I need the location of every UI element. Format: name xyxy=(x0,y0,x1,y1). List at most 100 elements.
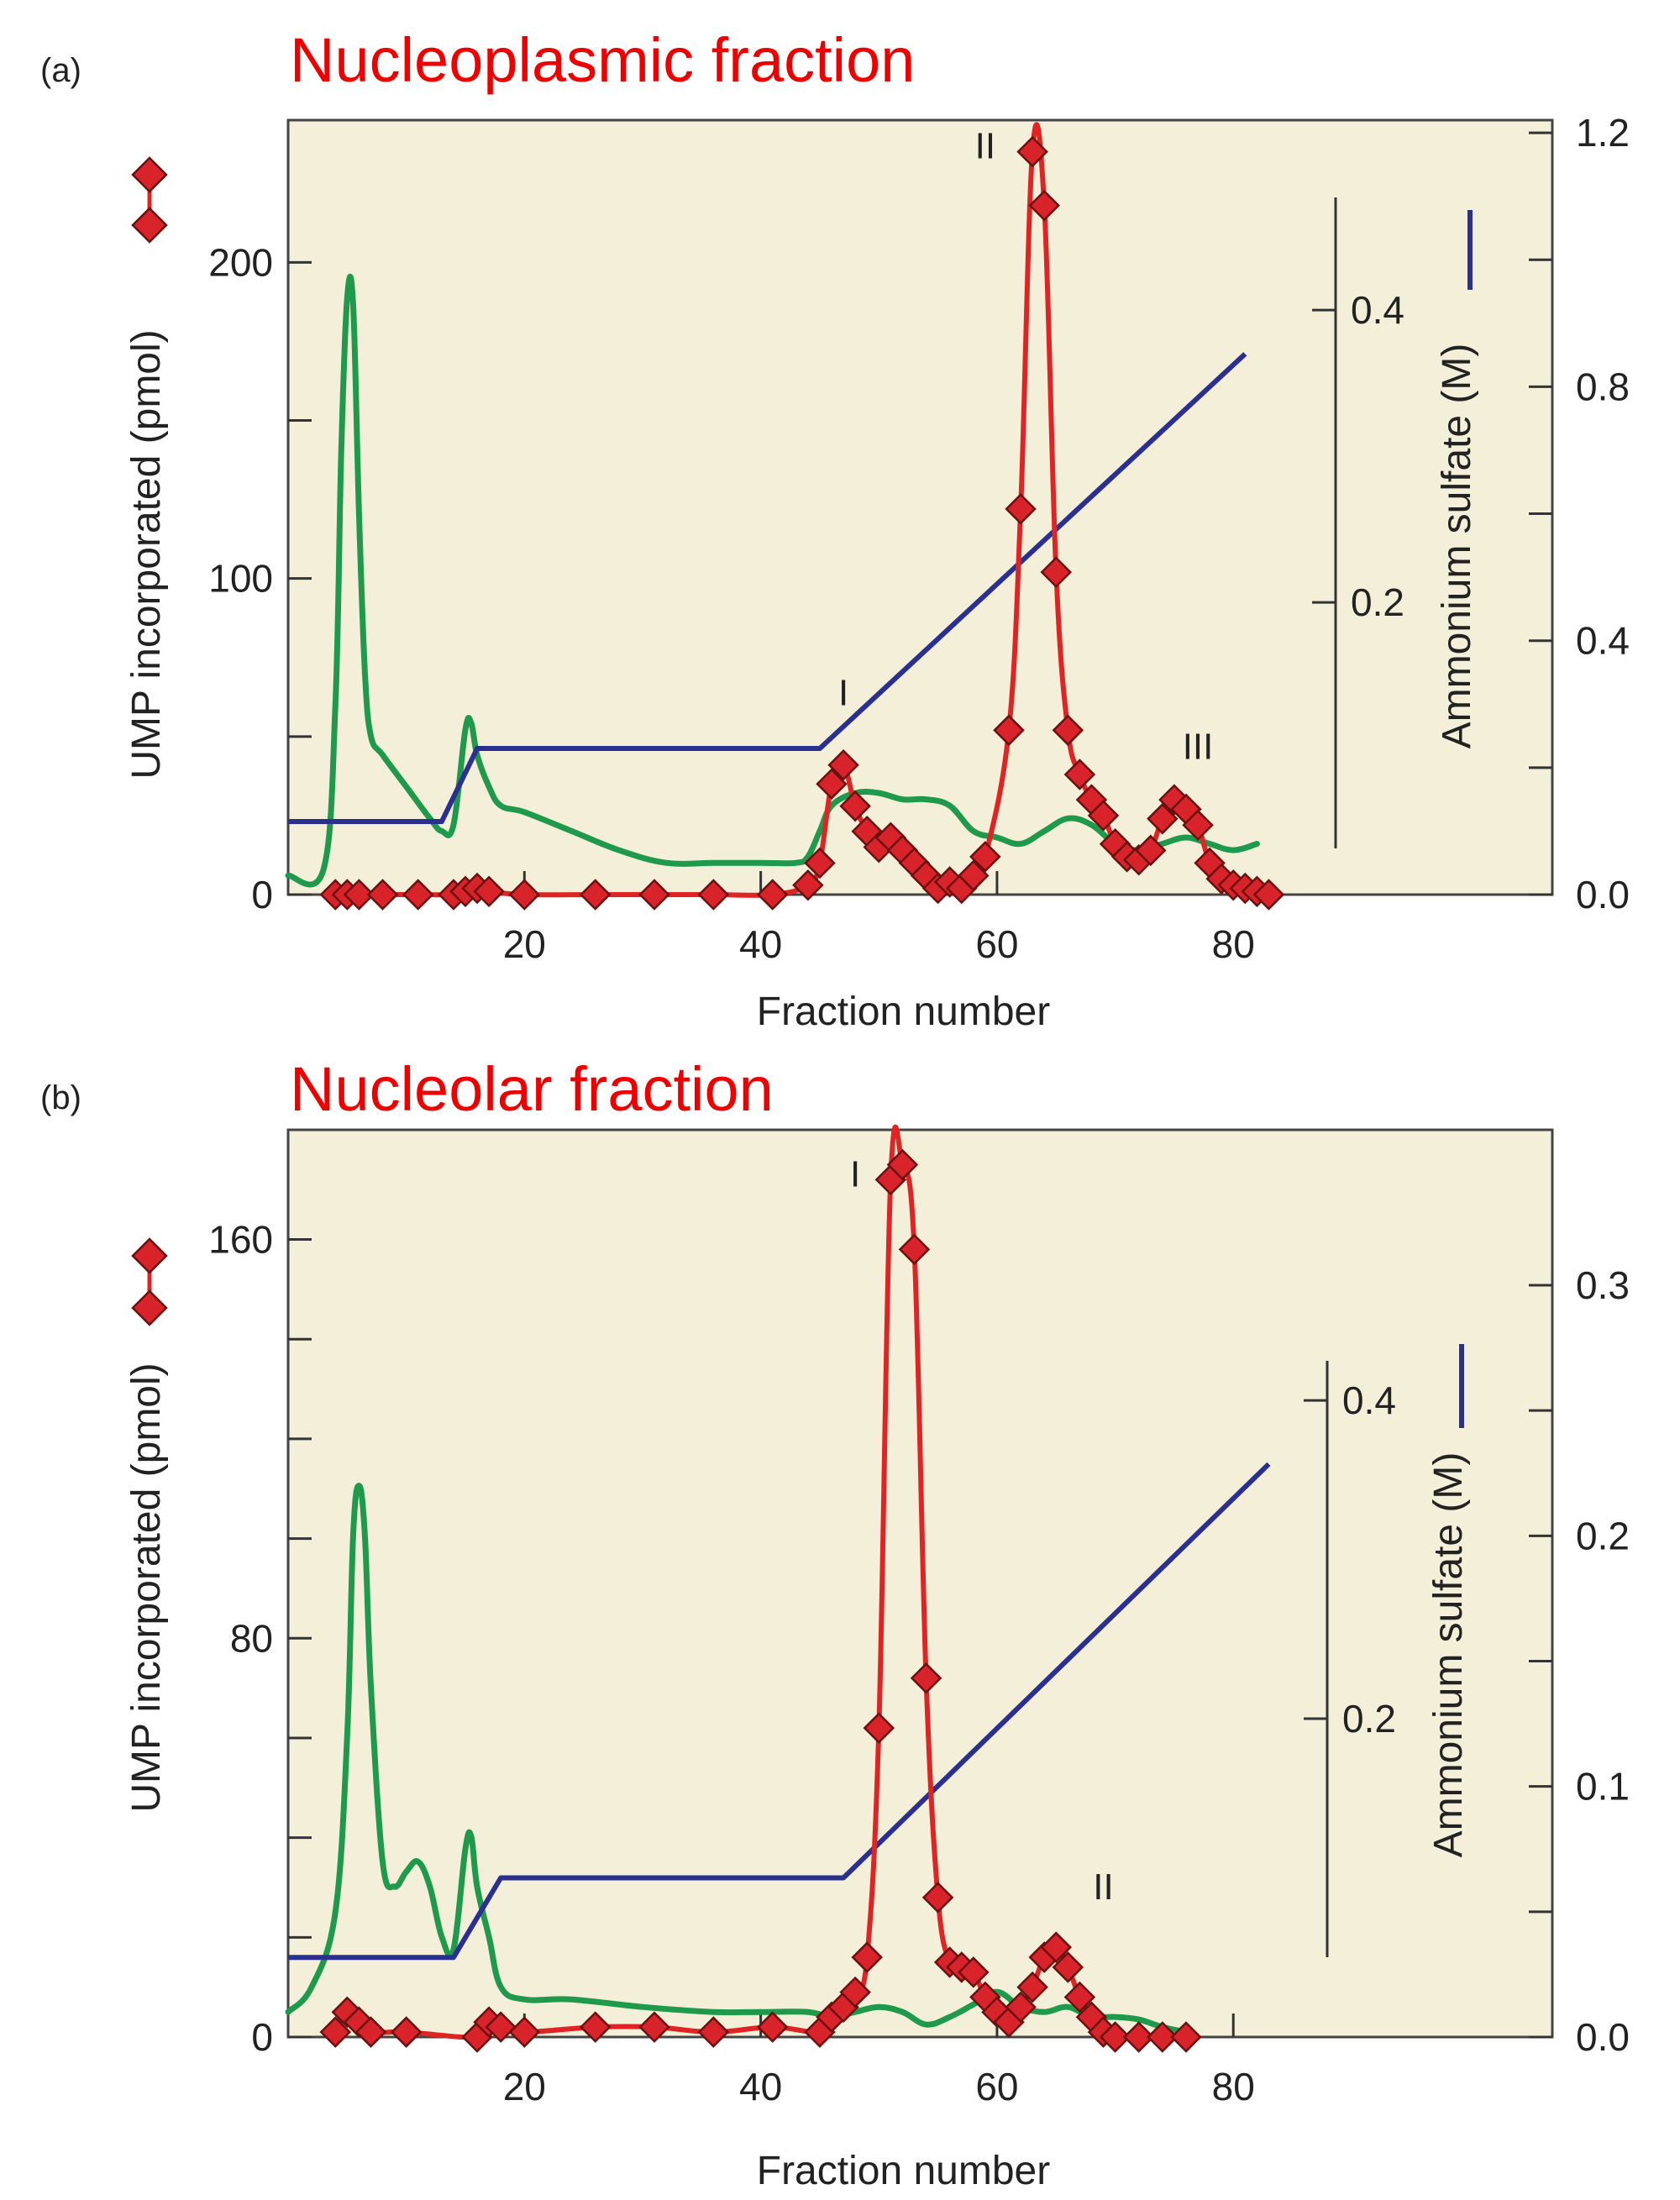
activity-point xyxy=(1005,1991,1037,2024)
y-right-tick-label: 1.2 xyxy=(1576,111,1630,155)
peak-label: III xyxy=(1183,727,1214,768)
x-tick-label: 40 xyxy=(739,2065,782,2108)
activity-point xyxy=(1182,809,1214,841)
legend-diamond-marker xyxy=(131,1237,168,1274)
activity-point xyxy=(1005,493,1037,525)
x-tick-label: 20 xyxy=(503,922,546,966)
y-right-tick-label: 0.0 xyxy=(1576,2015,1630,2059)
activity-point xyxy=(910,1662,942,1694)
activity-point xyxy=(508,879,541,911)
y-tick-label: 160 xyxy=(208,1218,273,1262)
activity-point xyxy=(969,841,1001,873)
activity-point xyxy=(319,2016,352,2048)
activity-point xyxy=(1040,556,1073,588)
y-right-tick-label: 0.3 xyxy=(1576,1263,1630,1307)
activity-point xyxy=(1147,802,1179,835)
activity-point xyxy=(1122,2021,1155,2053)
y-right-tick-label: 0.1 xyxy=(1576,1765,1630,1809)
activity-point xyxy=(697,2016,730,2048)
peak-label: II xyxy=(1093,1867,1113,1908)
x-tick-label: 60 xyxy=(975,2065,1018,2108)
activity-point xyxy=(886,1148,919,1181)
activity-point xyxy=(1170,2021,1202,2053)
y-axis-title: UMP incorporated (pmol) xyxy=(124,1363,169,1812)
activity-point xyxy=(579,2011,612,2043)
y-tick-label: 100 xyxy=(208,557,273,601)
activity-point xyxy=(1063,759,1096,790)
y-right-tick-label: 0.0 xyxy=(1576,873,1630,916)
activity-point xyxy=(697,879,730,911)
activity-point xyxy=(390,2016,423,2048)
activity-point xyxy=(366,879,399,911)
y-tick-label: 200 xyxy=(208,240,273,284)
activity-point xyxy=(343,879,375,911)
ammonium-sulfate-line xyxy=(288,352,1247,825)
salt-axis-tick-label: 0.2 xyxy=(1351,580,1404,624)
activity-point xyxy=(1016,1971,1048,2003)
activity-point xyxy=(508,2016,541,2048)
activity-point xyxy=(638,879,670,911)
activity-point xyxy=(921,1882,954,1914)
activity-point xyxy=(1028,189,1060,222)
panel-letter: (a) xyxy=(40,52,81,89)
x-axis-title: Fraction number xyxy=(757,2149,1050,2193)
legend-diamond-marker xyxy=(131,207,168,244)
activity-point xyxy=(1040,1931,1073,1963)
activity-point xyxy=(1135,834,1167,867)
activity-point xyxy=(839,1976,871,2008)
activity-point xyxy=(1087,800,1120,832)
activity-point xyxy=(354,2016,387,2048)
y-right-tick-label: 0.4 xyxy=(1576,619,1630,663)
salt-axis-tick-label: 0.4 xyxy=(1342,1378,1396,1422)
activity-point xyxy=(1099,2021,1131,2053)
activity-point xyxy=(839,790,871,822)
activity-point xyxy=(958,1956,990,1988)
activity-point xyxy=(485,2011,517,2043)
activity-point xyxy=(638,2011,670,2043)
plot-area xyxy=(286,118,1554,896)
activity-point xyxy=(827,748,859,781)
y-axis-title: UMP incorporated (pmol) xyxy=(124,329,169,779)
peak-label: I xyxy=(838,673,848,714)
salt-axis-title: Ammonium sulfate (M) xyxy=(1426,1452,1471,1858)
x-tick-label: 80 xyxy=(1212,2065,1255,2108)
activity-point xyxy=(1147,2021,1179,2053)
activity-point xyxy=(804,847,836,879)
ammonium-sulfate-line xyxy=(288,1462,1271,1961)
legend-diamond-marker xyxy=(131,1289,168,1326)
y-right-tick-label: 0.2 xyxy=(1576,1514,1630,1557)
x-tick-label: 60 xyxy=(975,922,1018,966)
panel-a: (a) Nucleoplasmic fraction 0 100 200 0.0 0.4 0.… xyxy=(40,25,1630,1034)
x-tick-label: 40 xyxy=(739,922,782,966)
peak-label: I xyxy=(850,1153,860,1195)
salt-axis-tick-label: 0.4 xyxy=(1351,288,1404,332)
activity-point xyxy=(1252,879,1285,911)
activity-point xyxy=(993,714,1025,747)
activity-point xyxy=(756,2011,789,2043)
peak-label: II xyxy=(975,126,995,167)
x-tick-label: 20 xyxy=(503,2065,546,2108)
activity-point xyxy=(816,768,848,801)
chart-title: Nucleoplasmic fraction xyxy=(290,25,915,95)
panel-letter: (b) xyxy=(40,1079,81,1116)
activity-point xyxy=(579,879,612,911)
activity-point xyxy=(792,869,824,901)
salt-axis-title: Ammonium sulfate (M) xyxy=(1435,344,1479,749)
activity-point xyxy=(473,875,505,908)
x-tick-label: 80 xyxy=(1212,922,1255,966)
activity-point xyxy=(958,859,990,892)
activity-point xyxy=(1052,1951,1084,1983)
activity-point xyxy=(402,879,434,911)
activity-point xyxy=(851,1941,883,1973)
y-tick-label: 0 xyxy=(251,2015,273,2059)
activity-point xyxy=(756,879,789,911)
y-tick-label: 80 xyxy=(230,1616,273,1660)
legend-diamond-marker xyxy=(131,156,168,193)
absorbance-line xyxy=(285,1483,1189,2035)
activity-point xyxy=(863,1712,895,1744)
absorbance-line xyxy=(285,273,1260,888)
activity-point xyxy=(898,1233,931,1266)
activity-point xyxy=(1016,135,1048,168)
y-right-tick-label: 0.8 xyxy=(1576,365,1630,408)
